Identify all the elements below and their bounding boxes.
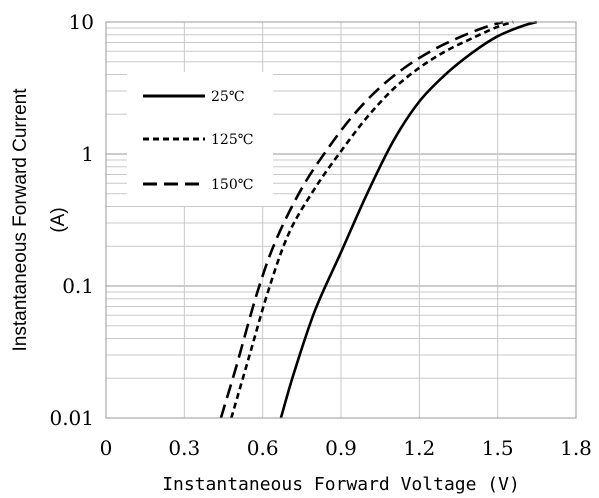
y-tick-label: 0.01 <box>49 406 94 430</box>
series-line-3 <box>219 20 504 419</box>
series-line-1 <box>279 20 538 419</box>
x-tick-label: 0.6 <box>247 436 279 460</box>
x-tick-label: 1.2 <box>403 436 435 460</box>
series-line-2 <box>230 20 514 419</box>
y-tick-label: 10 <box>69 10 94 34</box>
x-tick-label: 1.5 <box>482 436 514 460</box>
y-axis-label-line-1: Instantaneous Forward Current <box>10 88 31 352</box>
legend-label-3: 150℃ <box>211 177 253 193</box>
x-tick-label: 0.3 <box>168 436 200 460</box>
legend-label-2: 125℃ <box>211 132 253 148</box>
y-axis-label: Instantaneous Forward Current (A) <box>10 88 69 352</box>
legend-label-1: 25℃ <box>211 89 244 105</box>
y-axis-label-line-2: (A) <box>48 207 69 232</box>
legend: 25℃ 125℃ 150℃ <box>127 72 273 206</box>
grid <box>105 22 577 419</box>
x-tick-labels: 0 0.3 0.6 0.9 1.2 1.5 1.8 <box>100 436 592 460</box>
x-tick-label: 0 <box>100 436 113 460</box>
y-tick-labels: 0.01 0.1 1 10 <box>49 10 94 430</box>
series-group <box>219 20 538 419</box>
plot-frame <box>105 21 577 419</box>
y-tick-label: 0.1 <box>62 274 94 298</box>
x-tick-label: 0.9 <box>325 436 357 460</box>
x-axis-label: Instantaneous Forward Voltage (V) <box>162 474 520 495</box>
y-tick-label: 1 <box>81 142 94 166</box>
x-tick-label: 1.8 <box>560 436 592 460</box>
